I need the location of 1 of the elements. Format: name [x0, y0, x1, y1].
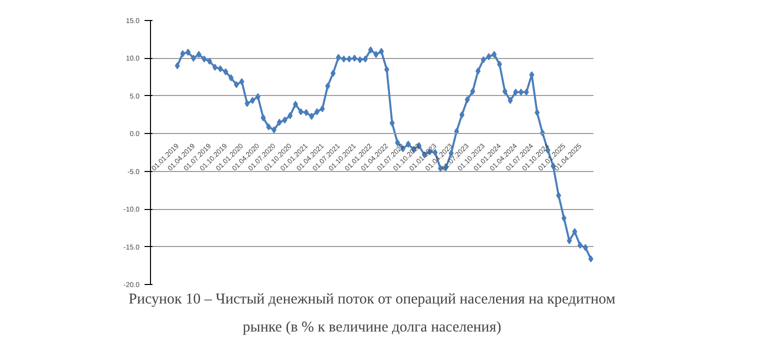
text: Рисунок 10 – Чистый денежный поток от операций населения на кредитном рынке (в % к величине долга населения) [128, 292, 616, 336]
